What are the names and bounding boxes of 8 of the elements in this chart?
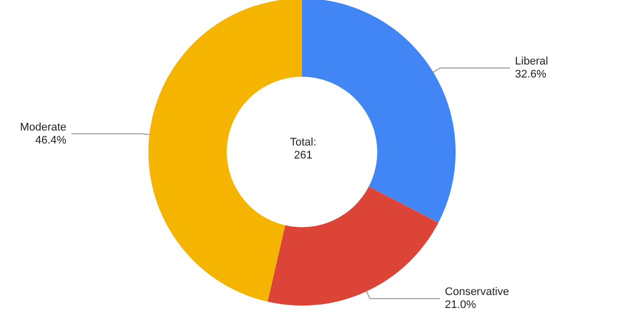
data-label: 32.6% <box>515 68 546 80</box>
text: 261 <box>294 150 312 162</box>
slice-label: Liberal <box>515 55 548 68</box>
slice-label: Moderate <box>20 121 66 134</box>
text: Total: <box>290 136 316 148</box>
slice-label: Conservative <box>444 286 510 298</box>
data-label: 46.4% <box>35 134 67 146</box>
data-label: 21.0% <box>444 299 476 312</box>
